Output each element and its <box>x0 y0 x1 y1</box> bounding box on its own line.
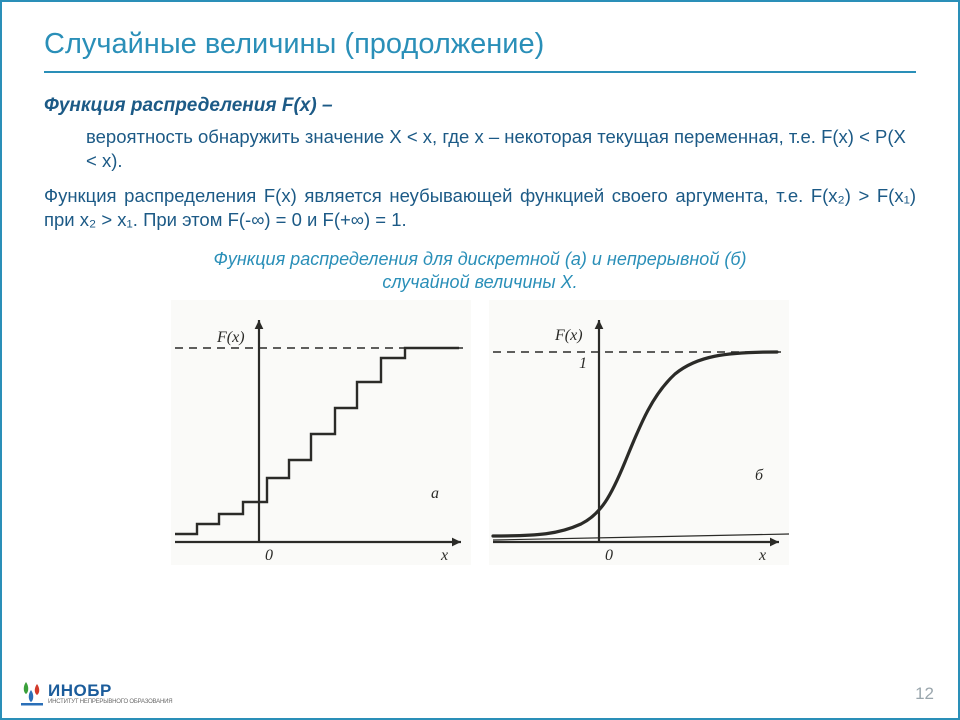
logo-icon <box>20 680 44 706</box>
svg-text:а: а <box>431 485 439 502</box>
logo-text-sub: ИНСТИТУТ НЕПРЕРЫВНОГО ОБРАЗОВАНИЯ <box>48 699 172 705</box>
svg-text:0: 0 <box>265 547 273 564</box>
body-paragraph-2: Функция распределения F(x) является неуб… <box>44 184 916 231</box>
logo-text-main: ИНОБР <box>48 682 172 699</box>
figure-caption: Функция распределения для дискретной (а)… <box>44 248 916 295</box>
logo: ИНОБР ИНСТИТУТ НЕПРЕРЫВНОГО ОБРАЗОВАНИЯ <box>20 680 172 706</box>
svg-text:б: б <box>755 467 764 484</box>
section-heading: Функция распределения F(x) – <box>44 95 916 117</box>
svg-text:1: 1 <box>579 355 587 372</box>
svg-text:F(x): F(x) <box>554 327 583 344</box>
chart-b-continuous-cdf: F(x) 1 0 x б <box>489 300 789 565</box>
caption-line-2: случайной величины X. <box>382 272 577 292</box>
svg-text:0: 0 <box>605 547 613 564</box>
slide-title: Случайные величины (продолжение) <box>44 28 916 73</box>
svg-text:F(x): F(x) <box>216 329 245 346</box>
page-number: 12 <box>915 684 934 704</box>
body-paragraph-1: вероятность обнаружить значение X < x, г… <box>86 125 916 172</box>
caption-line-1: Функция распределения для дискретной (а)… <box>214 249 747 269</box>
svg-text:x: x <box>758 547 766 564</box>
charts-row: F(x) 0 x а F(x) 1 0 x б <box>44 300 916 565</box>
svg-text:x: x <box>440 547 448 564</box>
chart-a-discrete-cdf: F(x) 0 x а <box>171 300 471 565</box>
slide: Случайные величины (продолжение) Функция… <box>0 0 960 720</box>
